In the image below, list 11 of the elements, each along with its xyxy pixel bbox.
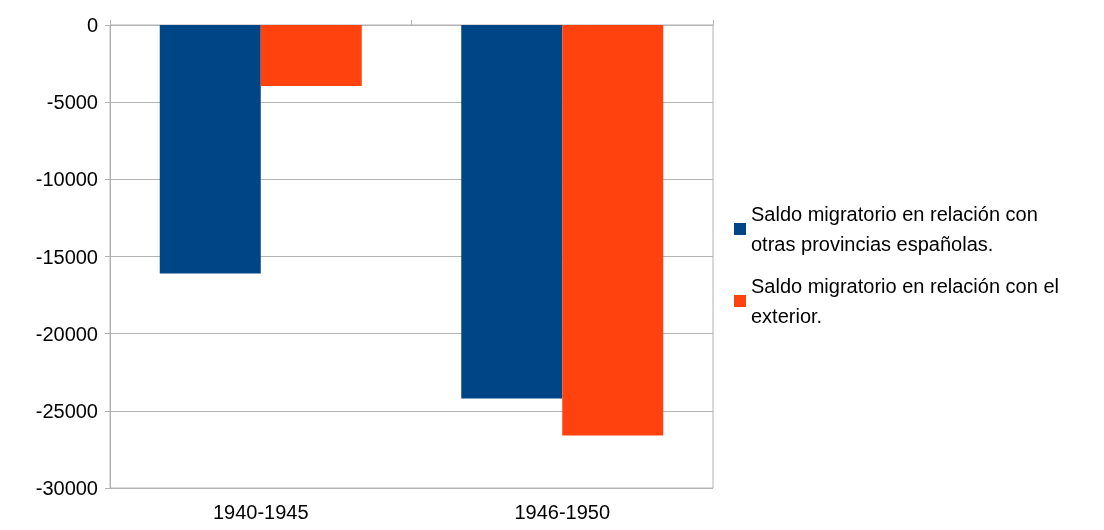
y-tick-label: -10000 bbox=[35, 168, 98, 191]
legend-label: Saldo migratorio en relación con otras provincias españolas. bbox=[751, 203, 1044, 255]
y-tick-label: -30000 bbox=[35, 477, 98, 499]
x-tick-label: 1940-1945 bbox=[212, 501, 309, 523]
y-tick-label: -15000 bbox=[35, 245, 98, 268]
x-tick-label: 1946-1950 bbox=[514, 501, 611, 523]
y-tick-label: -20000 bbox=[35, 322, 98, 345]
y-tick-label: 0 bbox=[86, 14, 98, 36]
y-tick-label: -25000 bbox=[35, 399, 98, 422]
y-tick-label: -5000 bbox=[46, 91, 98, 114]
legend-label: Saldo migratorio en relación con el exterior. bbox=[751, 275, 1065, 327]
